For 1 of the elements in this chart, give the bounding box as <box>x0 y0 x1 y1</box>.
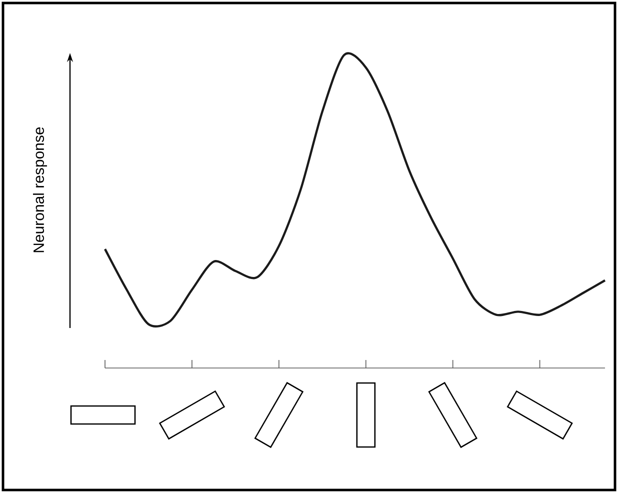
y-axis-title: Neuronal response <box>33 127 47 252</box>
